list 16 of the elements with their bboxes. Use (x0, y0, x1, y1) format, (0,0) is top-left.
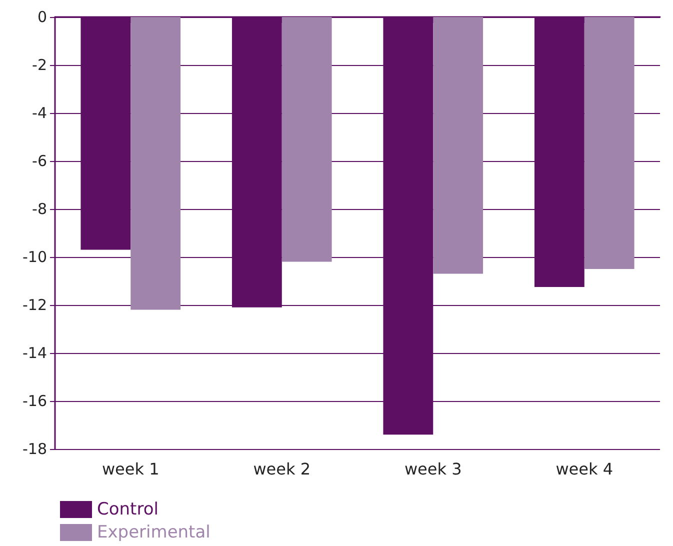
y-tick-label: -6 (32, 152, 47, 170)
y-tick-label: -16 (22, 392, 47, 410)
y-tick-label: -12 (22, 296, 47, 314)
y-tick-label: -8 (32, 200, 47, 218)
y-tick-label: -14 (22, 344, 47, 362)
y-tick-label: -4 (32, 104, 47, 122)
x-tick-label: week 1 (102, 460, 160, 478)
legend-label: Experimental (97, 522, 210, 542)
x-tick-label: week 4 (556, 460, 614, 478)
y-tick-label: -2 (32, 56, 47, 74)
legend-label: Control (97, 500, 158, 520)
x-tick-label: week 3 (404, 460, 462, 478)
y-tick-label: -10 (22, 248, 47, 266)
y-tick-label: 0 (37, 8, 47, 26)
y-tick-label: -18 (22, 440, 47, 458)
x-tick-label: week 2 (253, 460, 311, 478)
